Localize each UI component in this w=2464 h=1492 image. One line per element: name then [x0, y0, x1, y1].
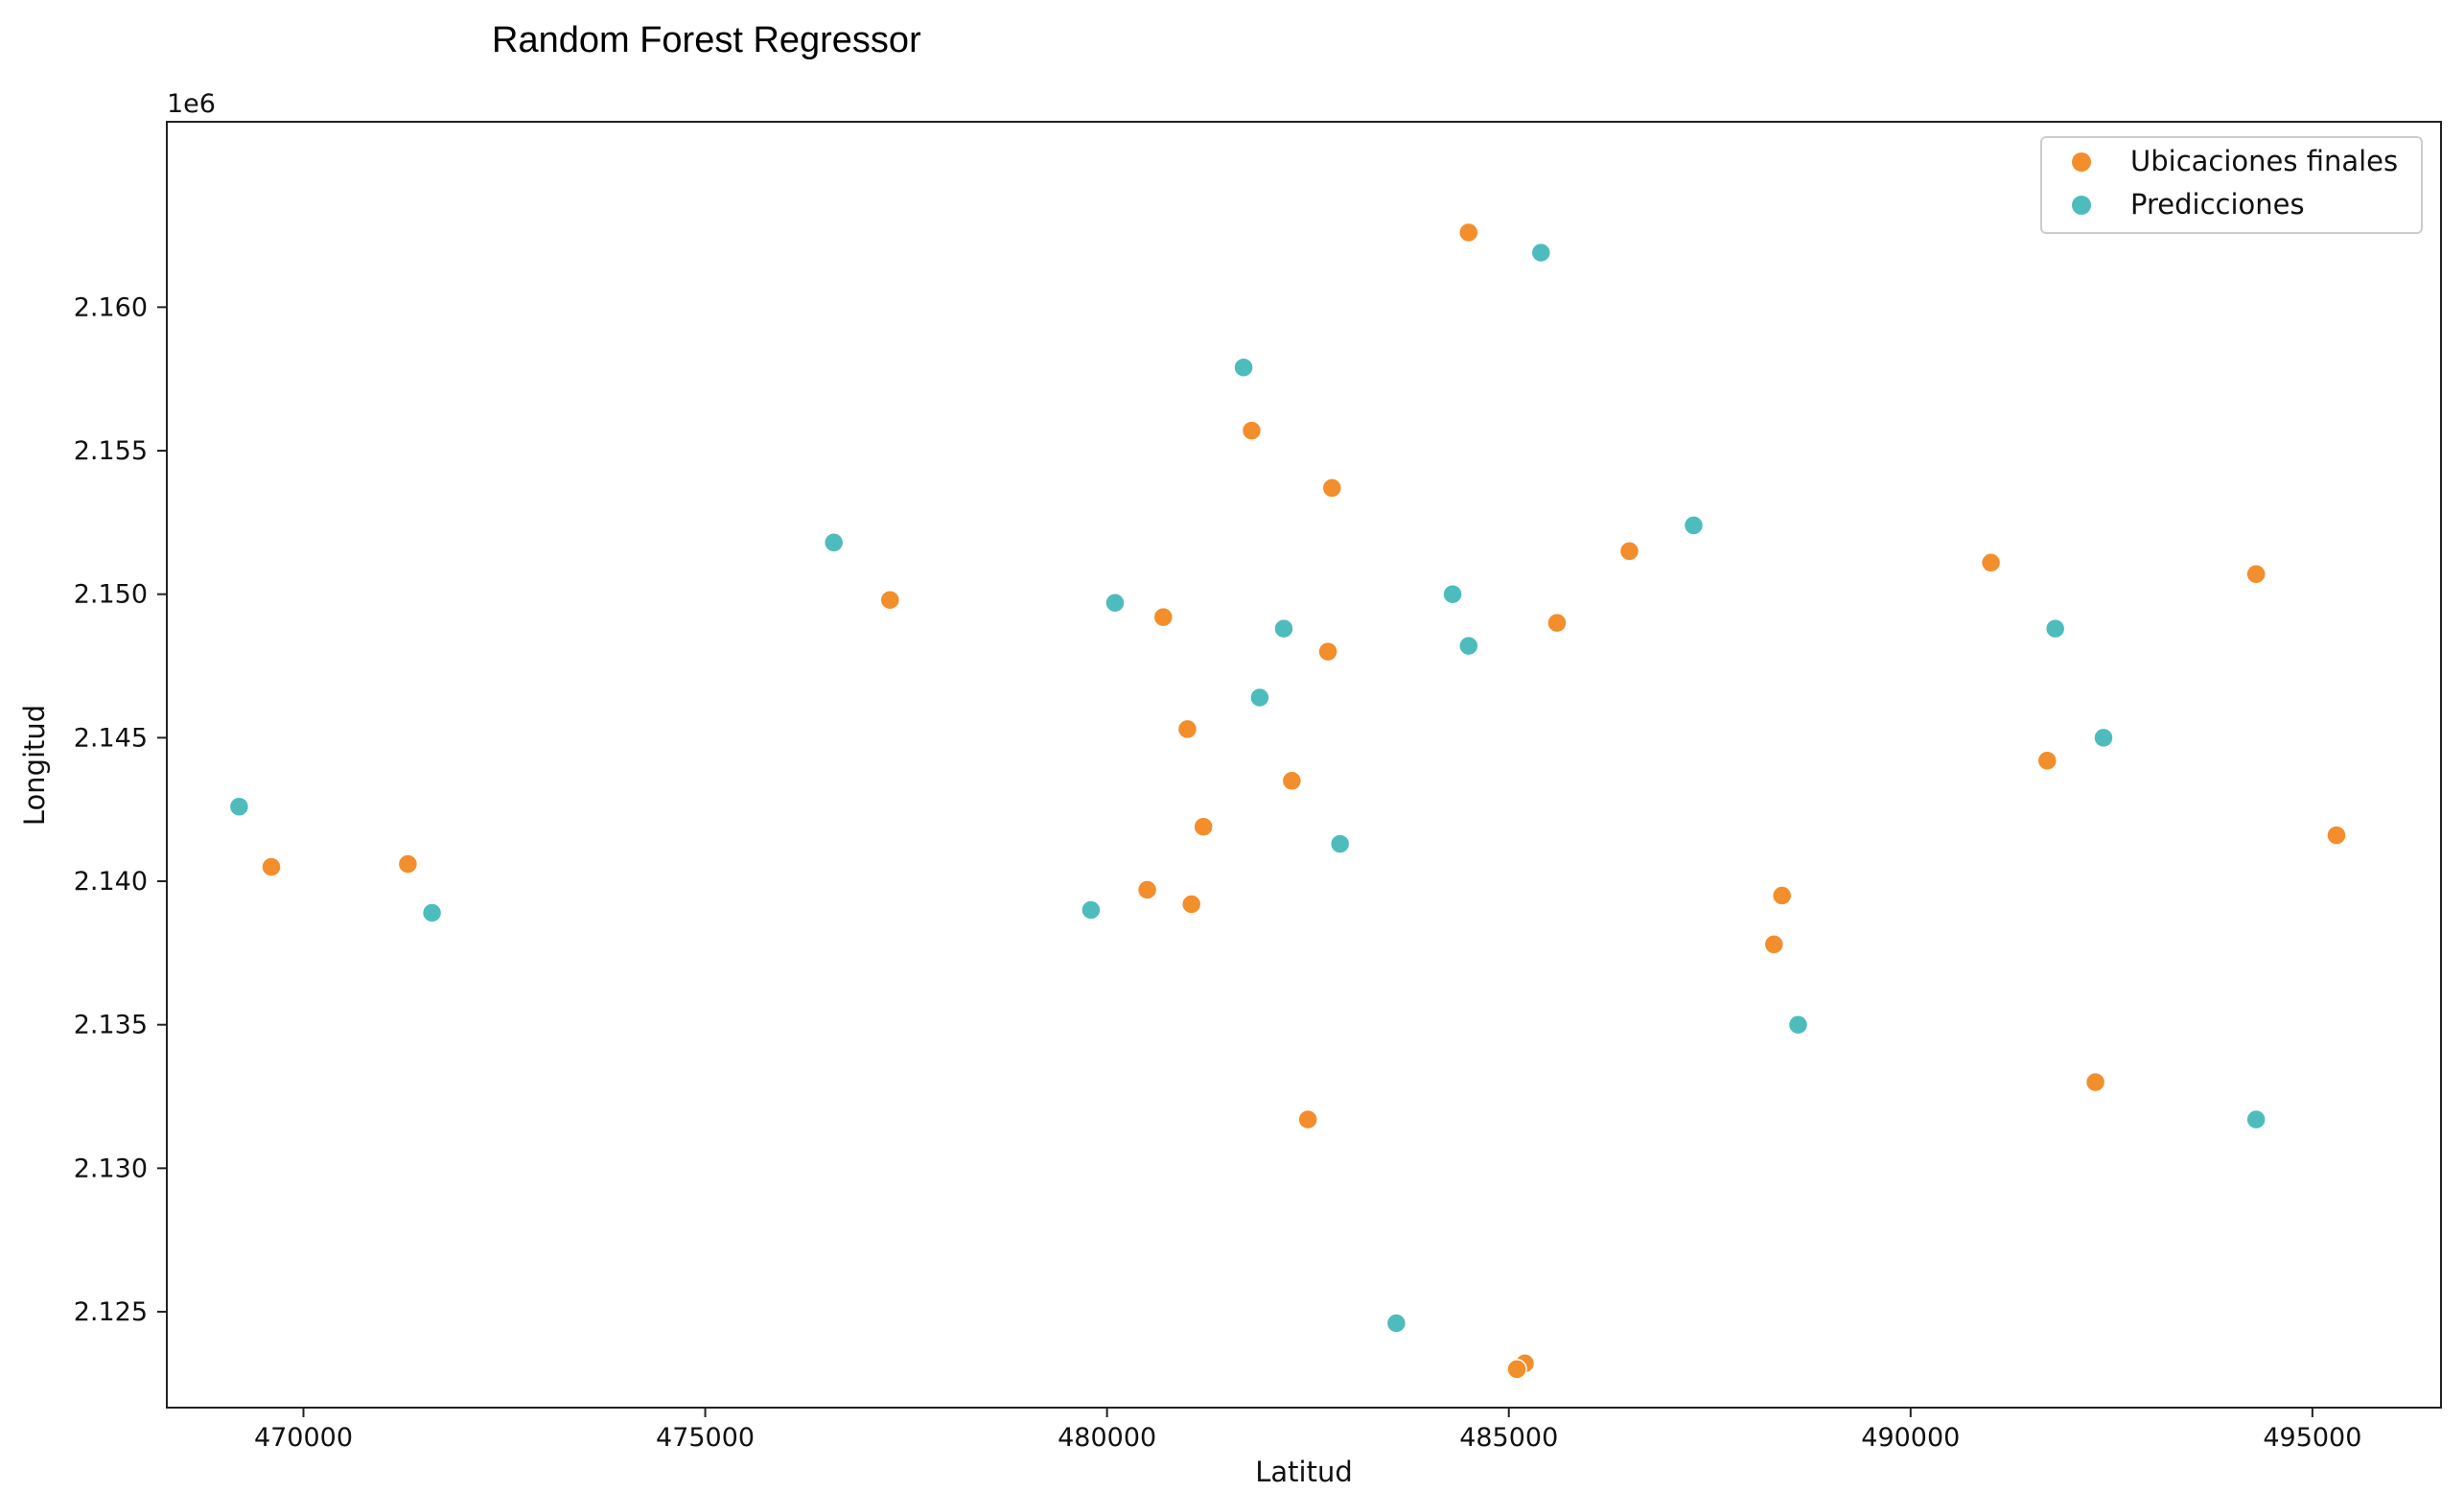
- x-axis-label: Latitud: [1255, 1456, 1353, 1488]
- x-tick-label-1: 475000: [656, 1423, 755, 1453]
- point-ubicaciones-finales-20: [1763, 934, 1785, 955]
- point-ubicaciones-finales-24: [1506, 1359, 1527, 1380]
- point-ubicaciones-finales-7: [1152, 606, 1174, 628]
- point-predicciones-4: [1104, 592, 1126, 614]
- point-ubicaciones-finales-4: [1980, 552, 2002, 573]
- y-tick-label-3: 2.140: [74, 867, 148, 897]
- point-ubicaciones-finales-22: [1297, 1108, 1318, 1131]
- point-ubicaciones-finales-3: [1618, 541, 1640, 562]
- point-ubicaciones-finales-16: [397, 853, 419, 874]
- point-predicciones-1: [1233, 357, 1254, 378]
- point-ubicaciones-finales-13: [1193, 816, 1214, 837]
- y-tick-label-5: 2.150: [74, 580, 148, 610]
- point-predicciones-11: [228, 796, 250, 817]
- point-predicciones-12: [1329, 833, 1351, 854]
- x-tick-label-2: 480000: [1058, 1423, 1156, 1453]
- point-ubicaciones-finales-5: [2245, 563, 2266, 585]
- chart-title: Random Forest Regressor: [492, 20, 921, 60]
- legend-marker-predicciones: [2072, 196, 2091, 215]
- point-predicciones-2: [1683, 515, 1705, 536]
- point-ubicaciones-finales-0: [1458, 221, 1479, 244]
- point-predicciones-8: [1458, 635, 1479, 657]
- x-tick-label-3: 485000: [1459, 1423, 1558, 1453]
- y-axis: 2.125 2.130 2.135 2.140 2.145 2.150 2.155 2.160: [74, 292, 167, 1327]
- point-predicciones-6: [1273, 618, 1294, 640]
- y-tick-label-4: 2.145: [74, 723, 148, 753]
- point-ubicaciones-finales-6: [879, 589, 901, 611]
- point-predicciones-17: [1385, 1313, 1407, 1334]
- legend-box: [2040, 136, 2423, 234]
- point-ubicaciones-finales-18: [1180, 894, 1202, 915]
- y-tick-label-0: 2.125: [74, 1297, 148, 1327]
- point-ubicaciones-finales-11: [1281, 770, 1303, 792]
- point-ubicaciones-finales-21: [2084, 1071, 2106, 1093]
- x-tick-label-0: 470000: [254, 1423, 353, 1453]
- points-layer: [228, 221, 2347, 1380]
- legend: Ubicaciones finales Predicciones: [2040, 136, 2423, 234]
- point-ubicaciones-finales-8: [1546, 612, 1568, 634]
- y-axis-label: Longitud: [18, 705, 51, 826]
- point-predicciones-9: [1249, 687, 1270, 709]
- point-predicciones-16: [2245, 1108, 2266, 1131]
- y-offset-label: 1e6: [167, 89, 216, 119]
- y-tick-label-6: 2.155: [74, 436, 148, 466]
- point-predicciones-5: [1442, 583, 1463, 605]
- point-ubicaciones-finales-19: [1771, 885, 1793, 906]
- legend-label-predicciones: Predicciones: [2130, 188, 2305, 221]
- point-ubicaciones-finales-12: [2036, 750, 2058, 772]
- point-predicciones-15: [1787, 1014, 1809, 1036]
- y-tick-label-2: 2.135: [74, 1011, 148, 1040]
- point-ubicaciones-finales-14: [2326, 825, 2347, 846]
- point-predicciones-14: [421, 902, 443, 923]
- legend-marker-ubicaciones-finales: [2072, 152, 2091, 172]
- point-ubicaciones-finales-15: [261, 856, 282, 877]
- point-predicciones-13: [1081, 899, 1102, 921]
- point-predicciones-0: [1530, 242, 1552, 264]
- point-predicciones-7: [2044, 618, 2066, 640]
- legend-label-ubicaciones-finales: Ubicaciones finales: [2130, 145, 2398, 177]
- y-tick-label-7: 2.160: [74, 292, 148, 322]
- x-tick-label-5: 495000: [2263, 1423, 2361, 1453]
- point-ubicaciones-finales-17: [1136, 879, 1158, 900]
- point-predicciones-3: [823, 532, 845, 553]
- point-ubicaciones-finales-1: [1241, 420, 1263, 441]
- x-axis: 470000 475000 480000 485000 490000 495000: [254, 1408, 2361, 1453]
- x-tick-label-4: 490000: [1861, 1423, 1960, 1453]
- point-ubicaciones-finales-9: [1317, 641, 1338, 663]
- point-predicciones-10: [2093, 727, 2114, 749]
- point-ubicaciones-finales-2: [1321, 478, 1343, 499]
- point-ubicaciones-finales-10: [1176, 718, 1198, 740]
- y-tick-label-1: 2.130: [74, 1154, 148, 1183]
- plot-frame: [166, 121, 2442, 1409]
